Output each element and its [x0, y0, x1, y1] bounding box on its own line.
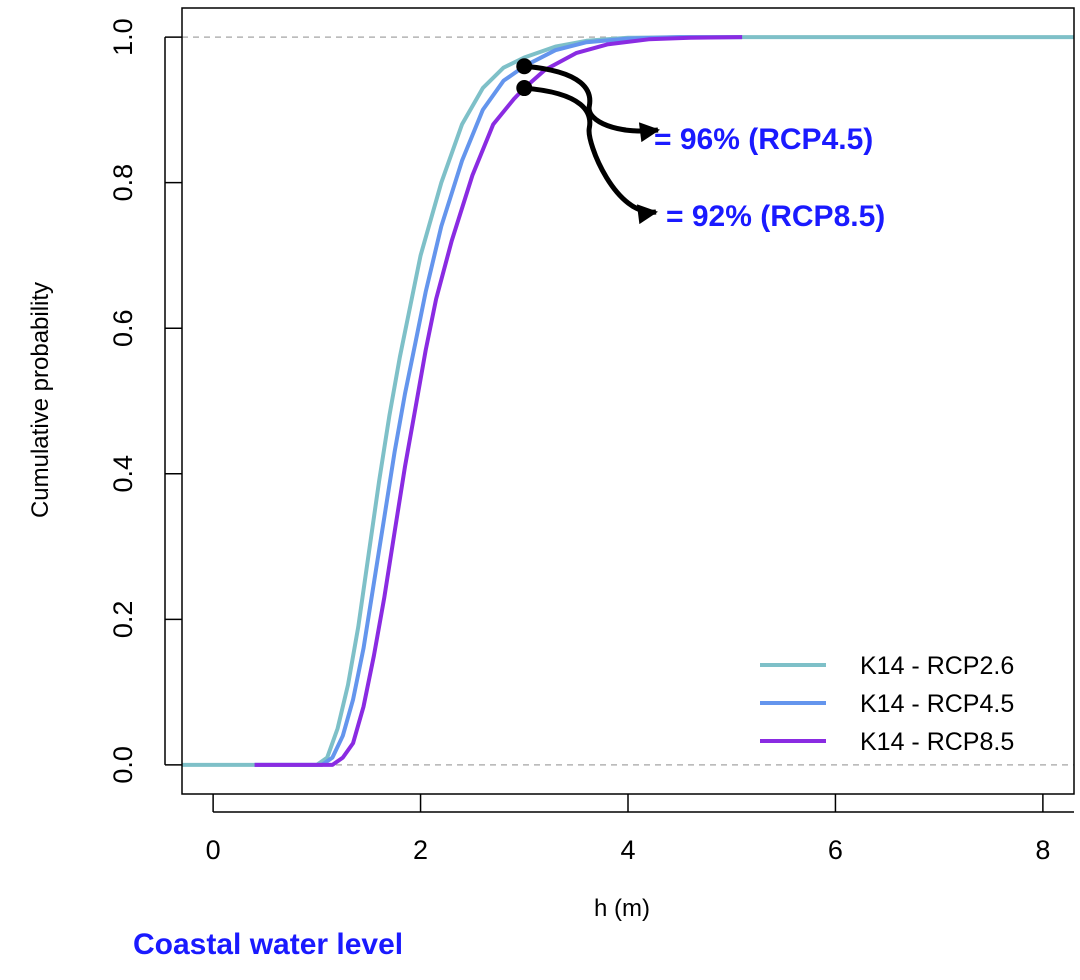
- series-line-3: [254, 35, 743, 767]
- series-layer: [182, 35, 1074, 767]
- y-axis-title: Cumulative probability: [27, 282, 54, 518]
- x-axis: 0 2 4 6 8: [206, 794, 1074, 865]
- y-tick-label: 1.0: [108, 18, 138, 56]
- y-tick-label: 0.8: [108, 164, 138, 202]
- y-tick-label: 0.4: [108, 455, 138, 493]
- legend-label: K14 - RCP2.6: [860, 652, 1014, 680]
- x-tick-label: 6: [828, 835, 843, 865]
- annotation-arrow: [524, 85, 658, 225]
- annotation-point: [516, 58, 533, 75]
- annotation-arrow: [524, 63, 660, 143]
- annotation-label: = 92% (RCP8.5): [666, 200, 885, 233]
- y-axis: 0.0 0.2 0.4 0.6 0.8 1.0: [108, 18, 182, 784]
- legend-label: K14 - RCP4.5: [860, 690, 1014, 718]
- x-tick-label: 8: [1035, 835, 1050, 865]
- x-tick-label: 2: [413, 835, 428, 865]
- x-tick-label: 4: [620, 835, 635, 865]
- annotation-label: = 96% (RCP4.5): [654, 123, 873, 156]
- legend-label: K14 - RCP8.5: [860, 728, 1014, 756]
- x-axis-title: h (m): [594, 895, 650, 922]
- series-line-2: [254, 35, 743, 767]
- y-tick-label: 0.2: [108, 601, 138, 639]
- caption: Coastal water level: [133, 928, 404, 961]
- legend: K14 - RCP2.6 K14 - RCP4.5 K14 - RCP8.5: [760, 652, 1014, 756]
- x-tick-label: 0: [206, 835, 221, 865]
- annotation-point: [516, 80, 533, 97]
- y-tick-label: 0.6: [108, 309, 138, 347]
- annotations: = 96% (RCP4.5) = 92% (RCP8.5): [516, 58, 885, 233]
- y-tick-label: 0.0: [108, 746, 138, 784]
